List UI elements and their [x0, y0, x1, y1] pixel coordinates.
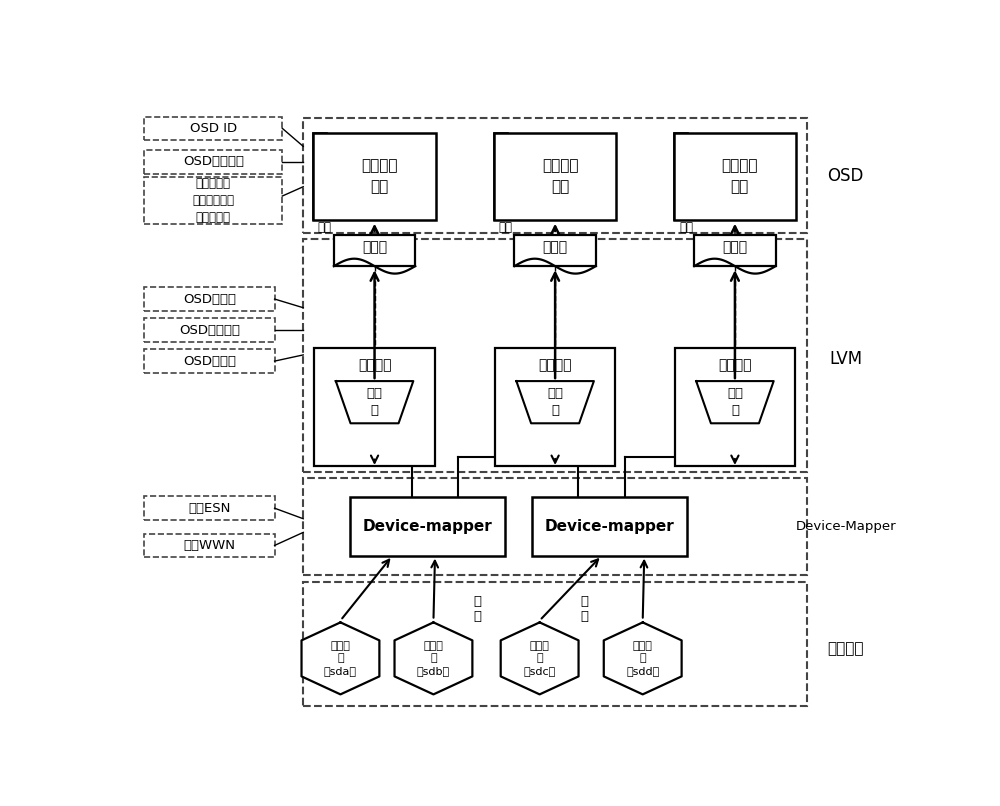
Polygon shape — [516, 381, 594, 423]
Text: 逻辑卷组: 逻辑卷组 — [538, 359, 572, 372]
Polygon shape — [604, 622, 682, 695]
Text: LVM: LVM — [829, 350, 862, 368]
Text: Device-mapper: Device-mapper — [544, 519, 674, 534]
Polygon shape — [694, 235, 776, 266]
Text: 聚
合: 聚 合 — [581, 595, 589, 623]
Polygon shape — [395, 622, 472, 695]
Text: 机械硬
盘
（sdd）: 机械硬 盘 （sdd） — [626, 641, 659, 676]
Text: 逻辑卷: 逻辑卷 — [362, 240, 387, 255]
Polygon shape — [313, 133, 436, 219]
Text: 挂载: 挂载 — [679, 221, 693, 235]
Text: 聚
合: 聚 合 — [474, 595, 482, 623]
Polygon shape — [313, 133, 327, 219]
Polygon shape — [675, 348, 795, 466]
Polygon shape — [302, 622, 379, 695]
Polygon shape — [494, 133, 508, 219]
Text: Device-mapper: Device-mapper — [362, 519, 492, 534]
Text: 物理设备: 物理设备 — [828, 642, 864, 657]
Text: 逻辑卷组: 逻辑卷组 — [718, 359, 752, 372]
Text: 硬盘WWN: 硬盘WWN — [183, 539, 235, 552]
Text: 机械硬
盘
（sdc）: 机械硬 盘 （sdc） — [524, 641, 556, 676]
Polygon shape — [494, 133, 616, 219]
Text: 物理
卷: 物理 卷 — [367, 387, 383, 418]
Polygon shape — [336, 381, 413, 423]
Text: OSD数据盘: OSD数据盘 — [183, 293, 236, 305]
Polygon shape — [514, 235, 596, 266]
Text: 物理
卷: 物理 卷 — [547, 387, 563, 418]
Polygon shape — [334, 235, 415, 266]
Text: 对象存储
设备: 对象存储 设备 — [722, 158, 758, 194]
Text: 逻辑卷: 逻辑卷 — [543, 240, 568, 255]
Text: 对象存储
设备: 对象存储 设备 — [361, 158, 398, 194]
Text: 物理
卷: 物理 卷 — [727, 387, 743, 418]
Polygon shape — [350, 496, 505, 555]
Polygon shape — [674, 133, 688, 219]
Text: 固态硬
盘
（sdb）: 固态硬 盘 （sdb） — [417, 641, 450, 676]
Polygon shape — [696, 381, 774, 423]
Text: 机械硬
盘
（sda）: 机械硬 盘 （sda） — [324, 641, 357, 676]
Text: 对象存储
设备: 对象存储 设备 — [542, 158, 578, 194]
Text: OSD: OSD — [828, 167, 864, 185]
Text: OSD日志盘: OSD日志盘 — [183, 355, 236, 368]
Text: 硬盘ESN: 硬盘ESN — [188, 501, 231, 515]
Polygon shape — [532, 496, 687, 555]
Text: OSD元数据盘: OSD元数据盘 — [179, 323, 240, 337]
Text: 挂载: 挂载 — [317, 221, 331, 235]
Polygon shape — [501, 622, 579, 695]
Polygon shape — [674, 133, 796, 219]
Text: OSD集群标识: OSD集群标识 — [183, 156, 244, 168]
Text: 挂载: 挂载 — [499, 221, 513, 235]
Polygon shape — [495, 348, 615, 466]
Text: OSD ID: OSD ID — [190, 122, 237, 135]
Polygon shape — [314, 348, 435, 466]
Text: 逻辑卷组: 逻辑卷组 — [358, 359, 391, 372]
Text: 数据盘信息
元数据盘信息
日志盘信息: 数据盘信息 元数据盘信息 日志盘信息 — [192, 177, 234, 224]
Text: 逻辑卷: 逻辑卷 — [722, 240, 747, 255]
Text: Device-Mapper: Device-Mapper — [795, 521, 896, 534]
